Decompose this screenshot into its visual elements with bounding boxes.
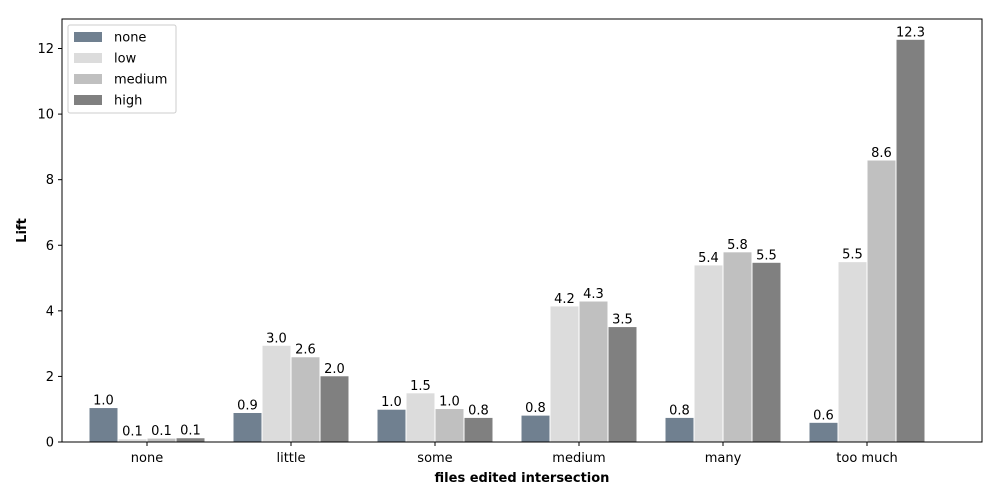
bar-none-none (88, 407, 119, 443)
x-tick-label: medium (552, 451, 605, 466)
legend-swatch (74, 32, 102, 42)
y-tick-label: 8 (46, 173, 54, 188)
bar-many-high (751, 261, 782, 443)
bar-too-much-none (808, 421, 839, 443)
data-label: 0.1 (151, 424, 172, 439)
legend-label: low (114, 52, 137, 67)
data-label: 5.8 (727, 238, 748, 253)
bar-medium-high (607, 326, 638, 443)
data-label: 0.6 (813, 408, 834, 423)
data-label: 2.0 (324, 362, 345, 377)
y-tick-label: 6 (46, 239, 54, 254)
y-tick-label: 0 (46, 436, 54, 451)
legend-label: medium (114, 73, 167, 88)
bar-some-none (376, 408, 407, 443)
data-label: 8.6 (871, 146, 892, 161)
bar-many-none (664, 416, 695, 443)
bar-many-low (693, 264, 724, 443)
data-label: 5.4 (698, 251, 719, 266)
legend-box (67, 24, 177, 114)
data-label: 2.6 (295, 343, 316, 358)
bar-too-much-medium (866, 159, 897, 443)
data-label: 0.1 (180, 424, 201, 439)
data-label: 0.8 (468, 403, 489, 418)
bars-layer (88, 38, 926, 443)
bar-medium-none (520, 414, 551, 443)
data-label: 5.5 (842, 248, 863, 263)
x-tick-label: none (131, 451, 163, 466)
plot-frame (61, 18, 983, 443)
x-tick-label: too much (836, 451, 897, 466)
bar-medium-medium (578, 300, 609, 443)
bar-medium-low (549, 305, 580, 443)
data-label: 3.5 (612, 313, 633, 328)
data-labels-layer: 1.0 0.1 0.1 0.1 0.9 3.0 2.6 2.0 1.0 1.5 1.0 0.8 0.8 4… (93, 25, 925, 439)
data-label: 0.8 (525, 401, 546, 416)
y-tick-label: 10 (37, 108, 54, 123)
data-label: 1.0 (93, 394, 114, 409)
bar-some-medium (434, 408, 465, 443)
data-label: 4.2 (554, 292, 575, 307)
legend-swatch (74, 74, 102, 84)
bar-little-none (232, 411, 263, 443)
data-label: 4.3 (583, 287, 604, 302)
axes-layer: 0 2 4 6 8 10 12 none little some medium many too muc… (15, 18, 983, 486)
legend-label: none (114, 31, 146, 46)
bar-little-low (261, 344, 292, 443)
legend-swatch (74, 53, 102, 63)
bar-too-much-high (895, 38, 926, 443)
data-label: 1.0 (381, 395, 402, 410)
y-tick-label: 4 (46, 304, 54, 319)
bar-too-much-low (837, 261, 868, 443)
bar-some-high (463, 416, 494, 443)
data-label: 12.3 (896, 25, 925, 40)
y-axis-title: Lift (15, 218, 30, 243)
bar-little-high (319, 375, 350, 443)
x-tick-label: little (276, 451, 305, 466)
data-label: 1.0 (439, 395, 460, 410)
bar-little-medium (290, 356, 321, 443)
x-tick-label: some (417, 451, 452, 466)
y-tick-label: 12 (37, 42, 54, 57)
data-label: 3.0 (266, 331, 287, 346)
legend-swatch (74, 95, 102, 105)
data-label: 0.8 (669, 403, 690, 418)
data-label: 1.5 (410, 379, 431, 394)
legend: none low medium high (67, 24, 177, 114)
legend-label: high (114, 94, 142, 109)
data-label: 0.9 (237, 398, 258, 413)
data-label: 0.1 (122, 425, 143, 440)
bar-some-low (405, 392, 436, 443)
y-tick-label: 2 (46, 370, 54, 385)
x-axis-title: files edited intersection (435, 471, 610, 486)
data-label: 5.5 (756, 248, 777, 263)
bar-many-medium (722, 251, 753, 443)
x-tick-label: many (705, 451, 742, 466)
